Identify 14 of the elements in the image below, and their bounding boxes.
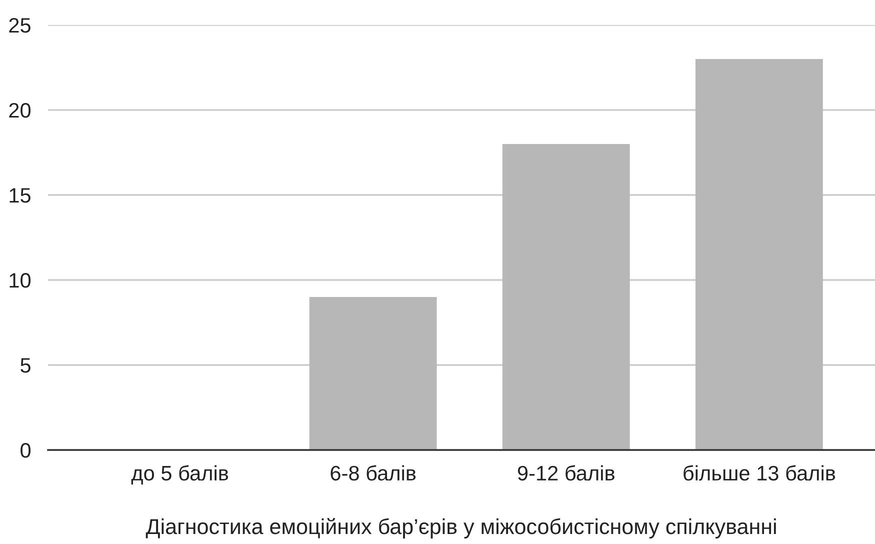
bar <box>502 144 630 450</box>
y-tick-label: 15 <box>10 188 30 203</box>
y-tick-label: 10 <box>10 273 31 288</box>
x-axis-title: Діагностика емоційних бар’єрів у міжособистісному спілкуванні <box>146 518 776 538</box>
bar <box>309 297 437 450</box>
x-tick-label: 9-12 балів <box>518 465 614 481</box>
bar <box>695 59 823 450</box>
x-tick-label: до 5 балів <box>131 465 228 485</box>
y-tick-label: 25 <box>9 18 30 33</box>
y-tick-label: 0 <box>20 443 31 458</box>
y-tick-label: 5 <box>20 358 30 373</box>
y-tick-label: 20 <box>9 103 31 118</box>
x-tick-label: 6-8 балів <box>330 465 416 481</box>
x-tick-label: більше 13 балів <box>684 465 836 481</box>
